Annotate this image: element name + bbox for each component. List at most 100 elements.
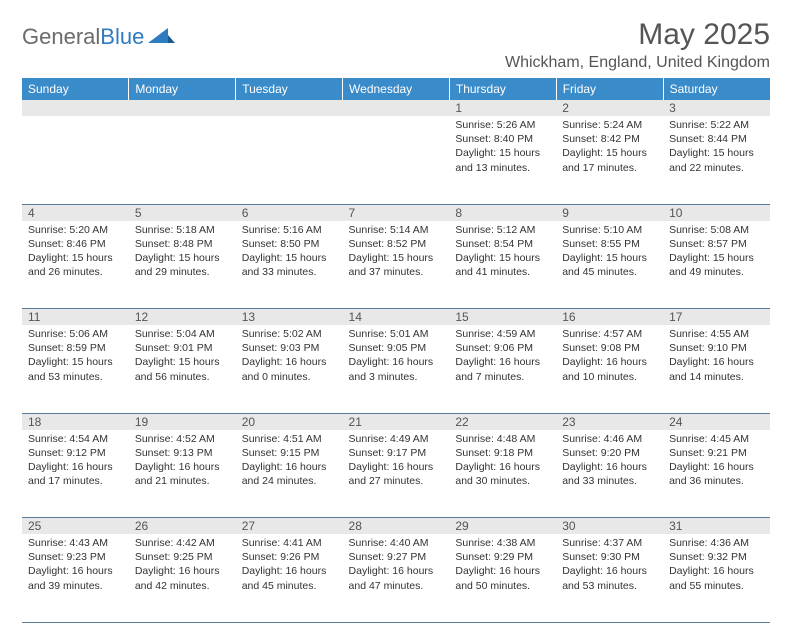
day-cell: Sunrise: 4:48 AMSunset: 9:18 PMDaylight:…: [449, 430, 556, 518]
sunrise-line: Sunrise: 5:14 AM: [349, 223, 444, 237]
day-cell: Sunrise: 5:14 AMSunset: 8:52 PMDaylight:…: [343, 221, 450, 309]
day-cell: Sunrise: 5:22 AMSunset: 8:44 PMDaylight:…: [663, 116, 770, 204]
daylight-line: Daylight: 16 hours and 27 minutes.: [349, 460, 444, 488]
day-cell: Sunrise: 5:10 AMSunset: 8:55 PMDaylight:…: [556, 221, 663, 309]
sunset-line: Sunset: 8:48 PM: [135, 237, 230, 251]
day-cell: Sunrise: 5:18 AMSunset: 8:48 PMDaylight:…: [129, 221, 236, 309]
sunrise-line: Sunrise: 4:48 AM: [455, 432, 550, 446]
day-number-cell: 2: [556, 100, 663, 116]
calendar-table: Sunday Monday Tuesday Wednesday Thursday…: [22, 78, 770, 623]
daylight-line: Daylight: 16 hours and 21 minutes.: [135, 460, 230, 488]
sunrise-line: Sunrise: 4:55 AM: [669, 327, 764, 341]
brand-part1: General: [22, 24, 100, 49]
title-block: May 2025 Whickham, England, United Kingd…: [505, 18, 770, 72]
daylight-line: Daylight: 16 hours and 17 minutes.: [28, 460, 123, 488]
day-details: Sunrise: 4:54 AMSunset: 9:12 PMDaylight:…: [22, 430, 129, 493]
weekday-header: Monday: [129, 78, 236, 100]
day-number-cell: 7: [343, 204, 450, 221]
weekday-header-row: Sunday Monday Tuesday Wednesday Thursday…: [22, 78, 770, 100]
day-cell: Sunrise: 4:45 AMSunset: 9:21 PMDaylight:…: [663, 430, 770, 518]
day-number-cell: 23: [556, 413, 663, 430]
sunset-line: Sunset: 9:15 PM: [242, 446, 337, 460]
sunset-line: Sunset: 9:05 PM: [349, 341, 444, 355]
day-details: Sunrise: 4:45 AMSunset: 9:21 PMDaylight:…: [663, 430, 770, 493]
daynum-row: 11121314151617: [22, 309, 770, 326]
daylight-line: Daylight: 15 hours and 45 minutes.: [562, 251, 657, 279]
sunset-line: Sunset: 8:40 PM: [455, 132, 550, 146]
day-details: Sunrise: 4:59 AMSunset: 9:06 PMDaylight:…: [449, 325, 556, 388]
day-number-cell: 14: [343, 309, 450, 326]
brand-text: GeneralBlue: [22, 24, 144, 50]
week-row: Sunrise: 4:43 AMSunset: 9:23 PMDaylight:…: [22, 534, 770, 622]
day-number-cell: 12: [129, 309, 236, 326]
sunset-line: Sunset: 9:13 PM: [135, 446, 230, 460]
sunrise-line: Sunrise: 4:49 AM: [349, 432, 444, 446]
calendar-body: 123Sunrise: 5:26 AMSunset: 8:40 PMDaylig…: [22, 100, 770, 622]
brand-logo: GeneralBlue: [22, 24, 176, 50]
sunset-line: Sunset: 8:57 PM: [669, 237, 764, 251]
day-details: Sunrise: 5:10 AMSunset: 8:55 PMDaylight:…: [556, 221, 663, 284]
day-cell: Sunrise: 5:02 AMSunset: 9:03 PMDaylight:…: [236, 325, 343, 413]
sunset-line: Sunset: 8:44 PM: [669, 132, 764, 146]
day-details: Sunrise: 4:43 AMSunset: 9:23 PMDaylight:…: [22, 534, 129, 597]
day-cell: Sunrise: 4:43 AMSunset: 9:23 PMDaylight:…: [22, 534, 129, 622]
sunrise-line: Sunrise: 5:02 AM: [242, 327, 337, 341]
day-details: Sunrise: 5:01 AMSunset: 9:05 PMDaylight:…: [343, 325, 450, 388]
day-number-cell: 28: [343, 518, 450, 535]
day-number-cell: 5: [129, 204, 236, 221]
sunset-line: Sunset: 9:08 PM: [562, 341, 657, 355]
day-details: Sunrise: 5:18 AMSunset: 8:48 PMDaylight:…: [129, 221, 236, 284]
daylight-line: Daylight: 15 hours and 33 minutes.: [242, 251, 337, 279]
sunset-line: Sunset: 9:06 PM: [455, 341, 550, 355]
day-cell: Sunrise: 5:12 AMSunset: 8:54 PMDaylight:…: [449, 221, 556, 309]
daylight-line: Daylight: 15 hours and 49 minutes.: [669, 251, 764, 279]
sunrise-line: Sunrise: 4:51 AM: [242, 432, 337, 446]
day-cell: [236, 116, 343, 204]
sunset-line: Sunset: 9:30 PM: [562, 550, 657, 564]
day-number-cell: 18: [22, 413, 129, 430]
calendar-page: GeneralBlue May 2025 Whickham, England, …: [0, 0, 792, 623]
day-number-cell: 13: [236, 309, 343, 326]
day-details: Sunrise: 5:22 AMSunset: 8:44 PMDaylight:…: [663, 116, 770, 179]
day-cell: Sunrise: 5:26 AMSunset: 8:40 PMDaylight:…: [449, 116, 556, 204]
sunrise-line: Sunrise: 5:18 AM: [135, 223, 230, 237]
sunrise-line: Sunrise: 4:46 AM: [562, 432, 657, 446]
day-details: Sunrise: 4:48 AMSunset: 9:18 PMDaylight:…: [449, 430, 556, 493]
day-cell: Sunrise: 4:37 AMSunset: 9:30 PMDaylight:…: [556, 534, 663, 622]
sunset-line: Sunset: 9:20 PM: [562, 446, 657, 460]
day-number-cell: 24: [663, 413, 770, 430]
daylight-line: Daylight: 16 hours and 47 minutes.: [349, 564, 444, 592]
sunrise-line: Sunrise: 4:54 AM: [28, 432, 123, 446]
daylight-line: Daylight: 15 hours and 26 minutes.: [28, 251, 123, 279]
day-cell: Sunrise: 4:54 AMSunset: 9:12 PMDaylight:…: [22, 430, 129, 518]
sunset-line: Sunset: 9:01 PM: [135, 341, 230, 355]
day-cell: Sunrise: 5:16 AMSunset: 8:50 PMDaylight:…: [236, 221, 343, 309]
day-cell: Sunrise: 4:51 AMSunset: 9:15 PMDaylight:…: [236, 430, 343, 518]
sunrise-line: Sunrise: 5:26 AM: [455, 118, 550, 132]
daylight-line: Daylight: 15 hours and 22 minutes.: [669, 146, 764, 174]
daylight-line: Daylight: 16 hours and 3 minutes.: [349, 355, 444, 383]
sunrise-line: Sunrise: 5:12 AM: [455, 223, 550, 237]
day-number-cell: 26: [129, 518, 236, 535]
day-details: Sunrise: 4:52 AMSunset: 9:13 PMDaylight:…: [129, 430, 236, 493]
daylight-line: Daylight: 16 hours and 14 minutes.: [669, 355, 764, 383]
sunset-line: Sunset: 9:21 PM: [669, 446, 764, 460]
day-number-cell: 20: [236, 413, 343, 430]
day-cell: Sunrise: 4:36 AMSunset: 9:32 PMDaylight:…: [663, 534, 770, 622]
weekday-header: Saturday: [663, 78, 770, 100]
daylight-line: Daylight: 15 hours and 41 minutes.: [455, 251, 550, 279]
daylight-line: Daylight: 16 hours and 42 minutes.: [135, 564, 230, 592]
sunset-line: Sunset: 8:42 PM: [562, 132, 657, 146]
sunrise-line: Sunrise: 4:41 AM: [242, 536, 337, 550]
day-cell: [22, 116, 129, 204]
daylight-line: Daylight: 16 hours and 45 minutes.: [242, 564, 337, 592]
day-cell: Sunrise: 4:42 AMSunset: 9:25 PMDaylight:…: [129, 534, 236, 622]
sunrise-line: Sunrise: 4:43 AM: [28, 536, 123, 550]
day-number-cell: 17: [663, 309, 770, 326]
sunset-line: Sunset: 9:03 PM: [242, 341, 337, 355]
day-number-cell: 15: [449, 309, 556, 326]
day-cell: Sunrise: 4:59 AMSunset: 9:06 PMDaylight:…: [449, 325, 556, 413]
sunrise-line: Sunrise: 4:37 AM: [562, 536, 657, 550]
day-number-cell: 30: [556, 518, 663, 535]
sunset-line: Sunset: 8:50 PM: [242, 237, 337, 251]
